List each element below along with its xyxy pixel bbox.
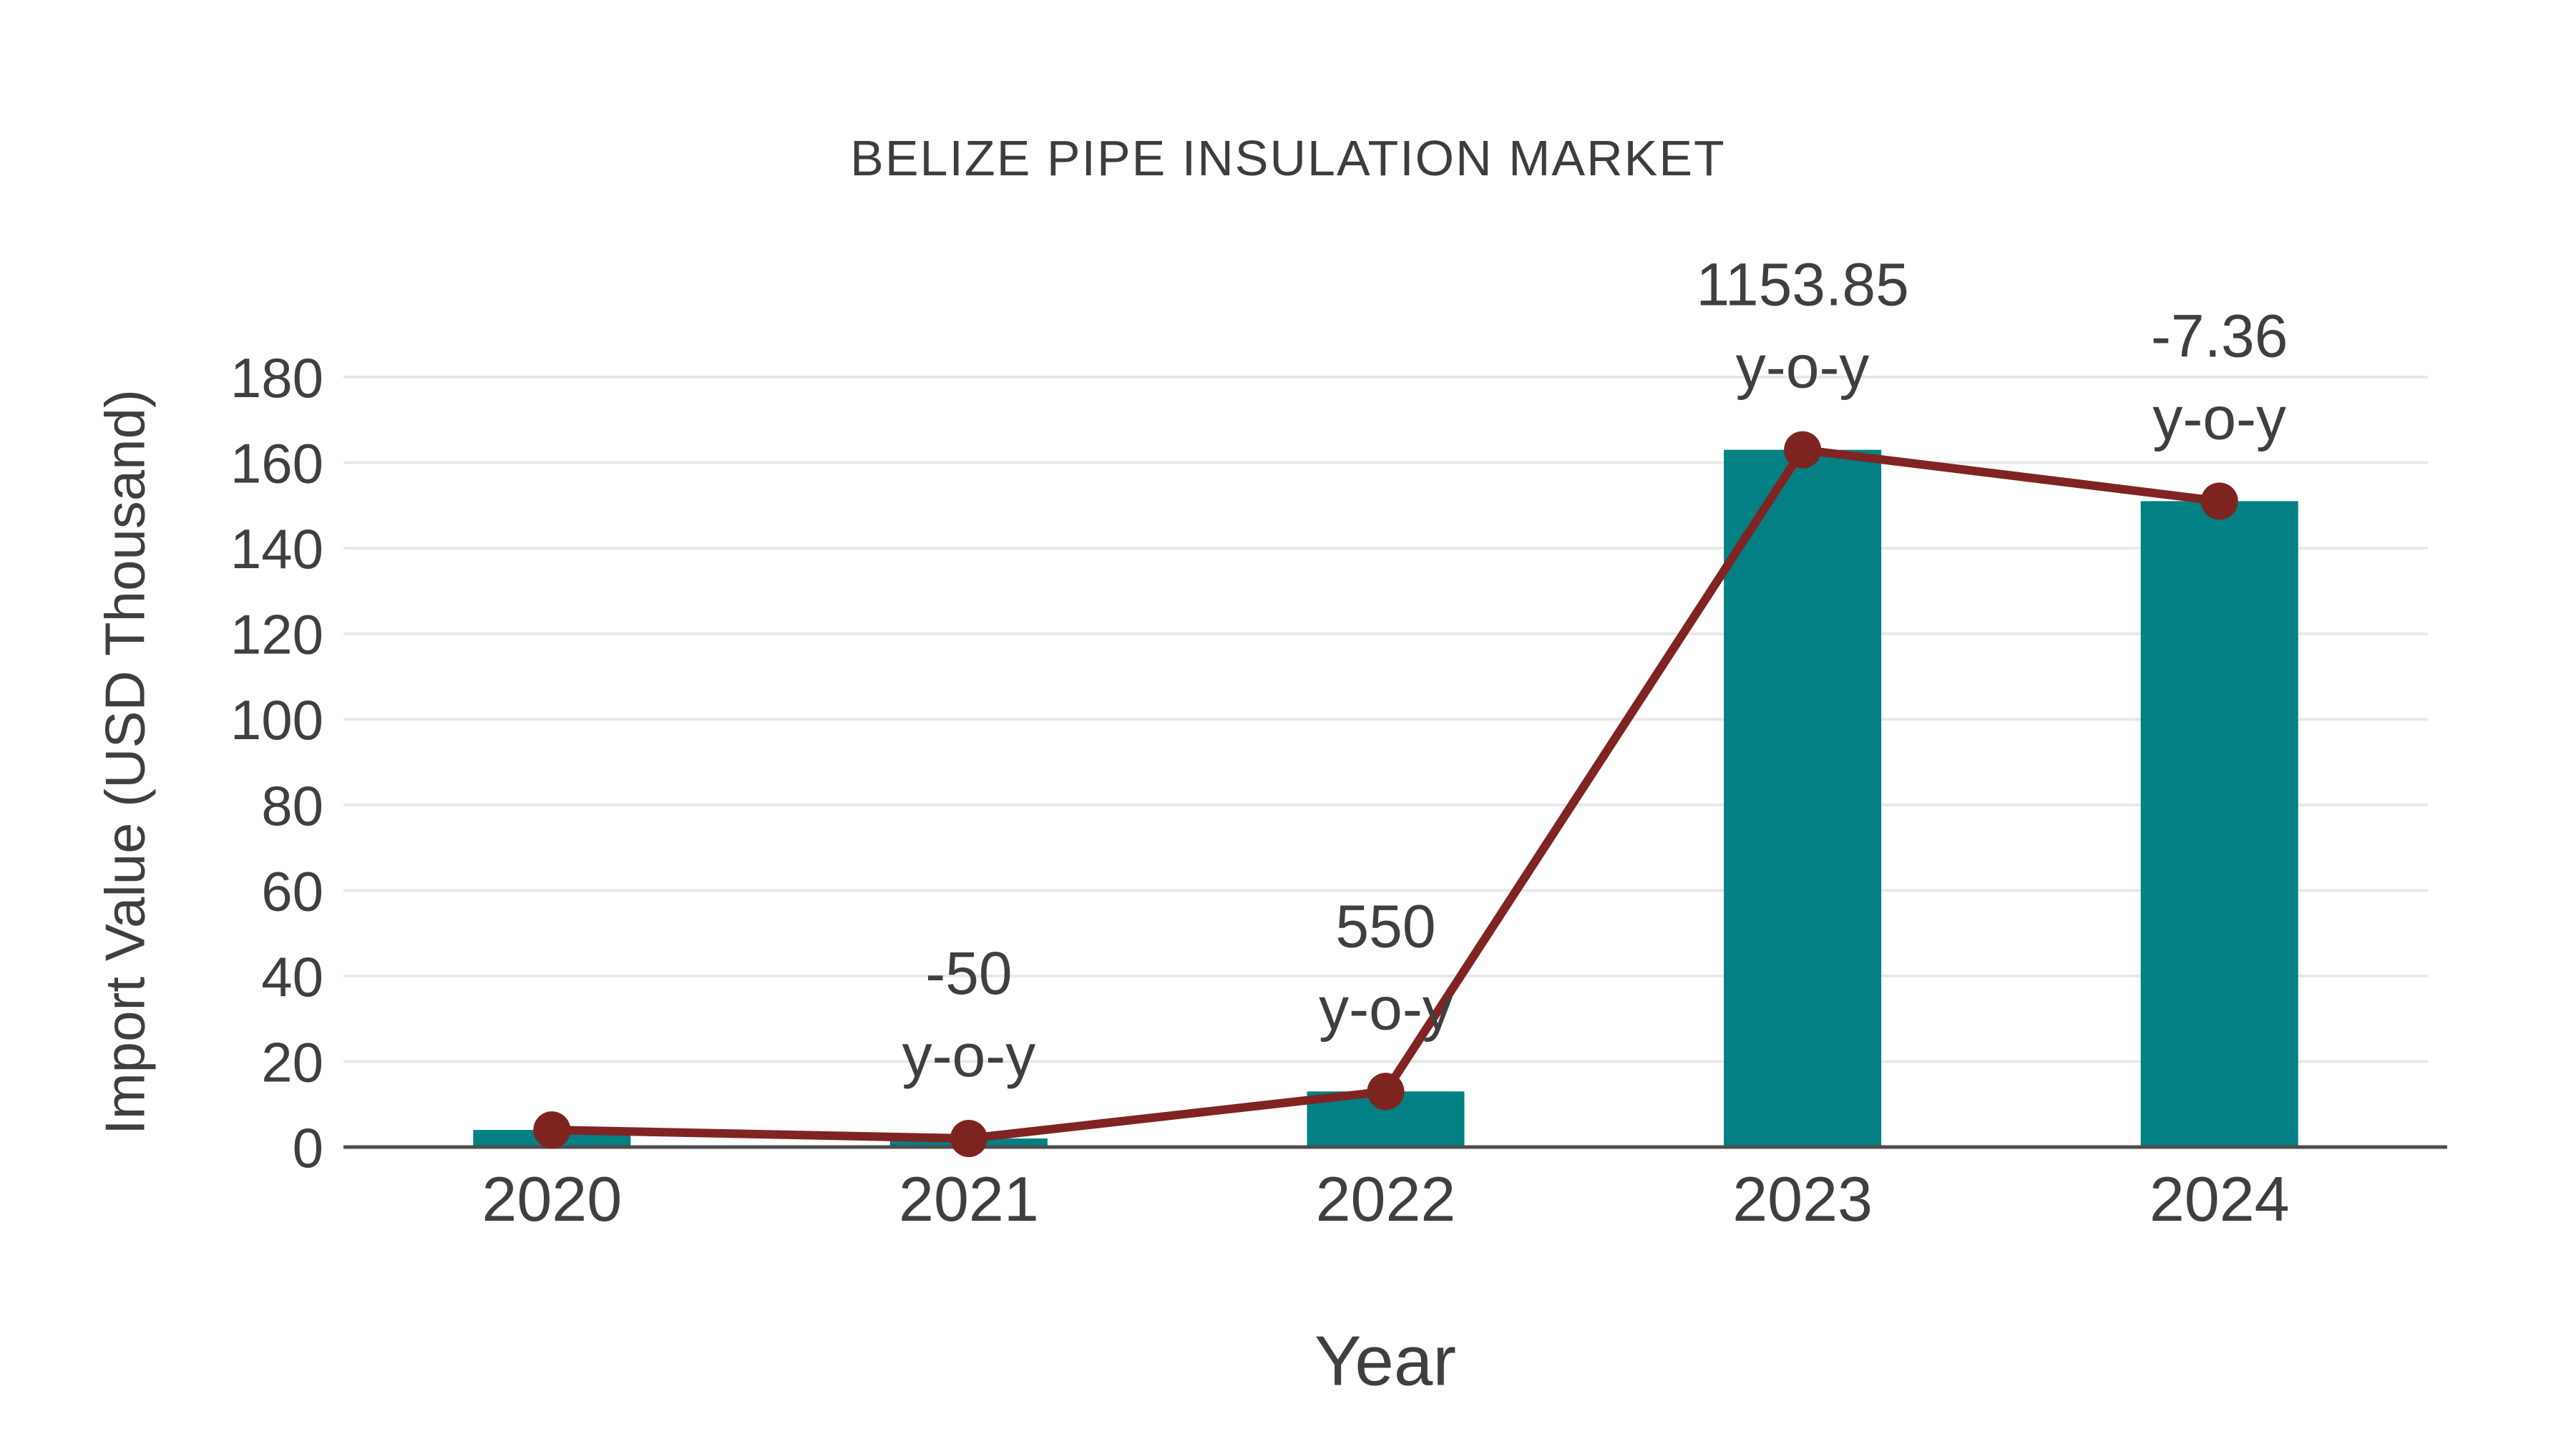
chart-title: BELIZE PIPE INSULATION MARKET xyxy=(850,130,1726,186)
x-tick-label-2024: 2024 xyxy=(2150,1163,2290,1234)
annotation-2023-suffix: y-o-y xyxy=(1736,333,1870,401)
annotation-2024-suffix: y-o-y xyxy=(2152,384,2286,452)
annotation-2021-value: -50 xyxy=(925,940,1012,1007)
bar-2023 xyxy=(1724,449,1882,1147)
x-tick-label-2022: 2022 xyxy=(1316,1163,1456,1234)
marker-2024 xyxy=(2200,482,2238,520)
y-tick-label-40: 40 xyxy=(261,945,323,1008)
annotation-2024-value: -7.36 xyxy=(2151,302,2288,369)
x-tick-label-2021: 2021 xyxy=(899,1163,1039,1234)
marker-2023 xyxy=(1784,431,1822,469)
y-tick-label-160: 160 xyxy=(230,432,323,495)
marker-2021 xyxy=(950,1120,987,1158)
y-tick-label-140: 140 xyxy=(230,517,323,580)
y-tick-label-180: 180 xyxy=(230,346,323,409)
y-tick-label-100: 100 xyxy=(230,688,323,751)
annotation-2022-value: 550 xyxy=(1335,892,1435,960)
x-tick-label-2023: 2023 xyxy=(1732,1163,1873,1234)
y-tick-label-120: 120 xyxy=(230,603,323,666)
x-tick-label-2020: 2020 xyxy=(482,1163,622,1234)
y-tick-label-20: 20 xyxy=(261,1030,323,1093)
annotation-2022-suffix: y-o-y xyxy=(1319,975,1453,1042)
y-tick-label-60: 60 xyxy=(261,859,323,922)
bar-2024 xyxy=(2140,501,2298,1147)
y-tick-label-80: 80 xyxy=(261,774,323,837)
annotation-2023-value: 1153.85 xyxy=(1696,251,1908,318)
annotation-2021-suffix: y-o-y xyxy=(902,1022,1036,1089)
y-tick-label-0: 0 xyxy=(293,1116,323,1179)
x-axis-title: Year xyxy=(1314,1321,1457,1400)
marker-2020 xyxy=(533,1111,571,1149)
marker-2022 xyxy=(1367,1073,1405,1111)
